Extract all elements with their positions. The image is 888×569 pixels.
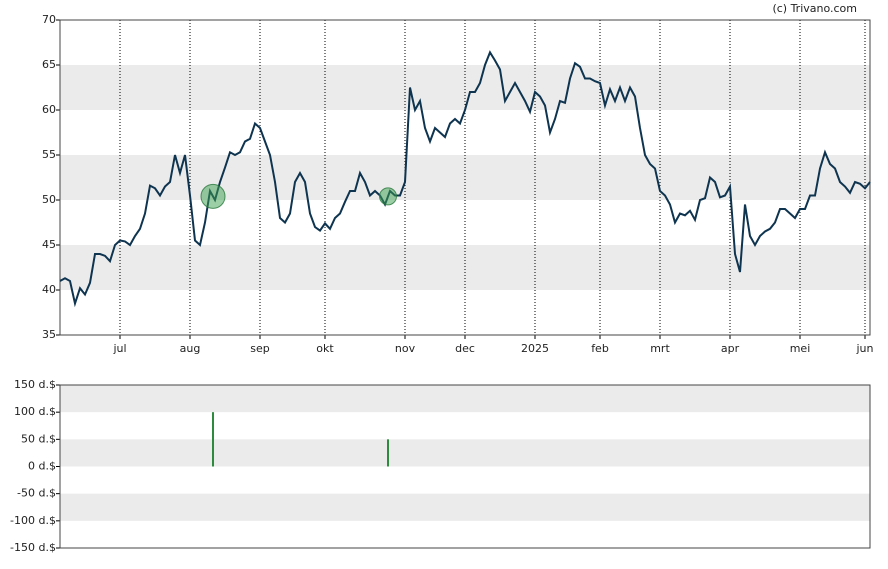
y-tick-label: 0 d.$: [28, 460, 56, 473]
y-tick-label: -150 d.$: [10, 541, 56, 554]
x-tick-label: feb: [591, 342, 609, 355]
trade-marker: [379, 187, 397, 206]
y-tick-label: -100 d.$: [10, 514, 56, 527]
x-tick-label: jun: [856, 342, 874, 355]
plot-frame: [59, 19, 871, 336]
x-tick-label: mei: [790, 342, 811, 355]
y-tick-label: 65: [42, 58, 56, 71]
x-tick-label: dec: [455, 342, 475, 355]
grid-band: [60, 155, 870, 200]
plot-frame: [59, 384, 871, 549]
x-tick-label: sep: [250, 342, 269, 355]
y-tick-label: 150 d.$: [14, 378, 56, 391]
x-tick-label: 2025: [521, 342, 549, 355]
grid-band: [60, 439, 870, 467]
x-tick-label: apr: [721, 342, 740, 355]
bar: [212, 412, 214, 467]
x-tick-label: nov: [395, 342, 416, 355]
y-tick-label: 55: [42, 148, 56, 161]
trade-marker: [200, 183, 226, 209]
y-tick-label: 60: [42, 103, 56, 116]
source: (c) Trivano.com: [772, 2, 857, 15]
y-tick-label: 50 d.$: [21, 432, 56, 445]
y-tick-label: 45: [42, 238, 56, 251]
y-tick-label: -50 d.$: [17, 487, 56, 500]
x-tick-label: mrt: [650, 342, 670, 355]
bar: [387, 439, 389, 467]
x-tick-label: aug: [180, 342, 201, 355]
y-tick-label: 100 d.$: [14, 405, 56, 418]
y-tick-label: 35: [42, 328, 56, 341]
grid-band: [60, 65, 870, 110]
y-tick-label: 70: [42, 13, 56, 26]
x-tick-label: jul: [112, 342, 126, 355]
y-tick-label: 50: [42, 193, 56, 206]
grid-band: [60, 385, 870, 413]
grid-band: [60, 493, 870, 521]
x-tick-label: okt: [316, 342, 334, 355]
y-tick-label: 40: [42, 283, 56, 296]
price-line: [59, 50, 871, 308]
